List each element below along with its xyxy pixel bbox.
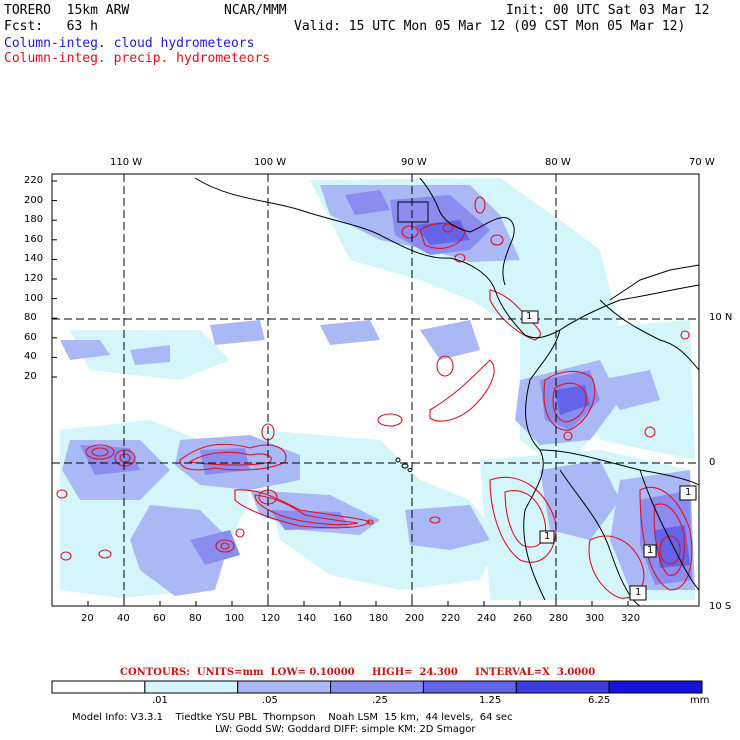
x-tick-label: 220 <box>441 613 461 624</box>
lat-label-10s: 10 S <box>709 601 732 612</box>
cloud-field-title: Column-integ. cloud hydrometeors <box>4 36 255 51</box>
colorbar-label: 6.25 <box>588 695 611 706</box>
lat-label-10n: 10 N <box>709 312 733 323</box>
y-tick-label: 160 <box>24 233 44 245</box>
y-tick-label: 220 <box>24 175 44 186</box>
y-tick-label: 140 <box>24 253 44 265</box>
y-tick-label: 20 <box>24 371 37 382</box>
x-tick-label: 240 <box>477 613 497 624</box>
colorbar-label: .25 <box>372 695 388 706</box>
x-tick-label: 80 <box>189 613 202 624</box>
axis-ticks <box>52 180 629 606</box>
colorbar-label: 1.25 <box>479 695 502 706</box>
contour-label: 1 <box>635 587 642 598</box>
y-tick-label: 180 <box>24 214 44 226</box>
colorbar-swatch <box>51 680 146 694</box>
init-time: Init: 00 UTC Sat 03 Mar 12 <box>506 3 710 18</box>
x-tick-label: 260 <box>513 613 533 624</box>
colorbar-unit: mm <box>690 695 710 706</box>
graticule <box>52 174 699 606</box>
contour-label-boxes <box>521 310 697 601</box>
lon-label-110w: 110 W <box>110 157 143 168</box>
x-tick-label: 140 <box>297 613 317 624</box>
contour-info: CONTOURS: UNITS=mm LOW= 0.10000 HIGH= 24… <box>120 667 596 678</box>
colorbar-label: .01 <box>152 695 168 706</box>
lon-label-100w: 100 W <box>254 157 287 168</box>
x-tick-label: 20 <box>81 613 94 624</box>
model-title: TORERO 15km ARW <box>4 3 130 18</box>
contour-label: 1 <box>544 531 551 542</box>
x-tick-label: 180 <box>369 613 389 624</box>
x-tick-label: 60 <box>153 613 166 624</box>
contour-label: 1 <box>647 545 654 556</box>
lon-label-70w: 70 W <box>689 157 715 168</box>
colorbar-swatch <box>237 680 332 694</box>
y-tick-label: 100 <box>24 292 44 304</box>
valid-time: Valid: 15 UTC Mon 05 Mar 12 (09 CST Mon … <box>294 19 686 34</box>
colorbar <box>51 680 703 694</box>
x-tick-label: 320 <box>621 613 641 624</box>
center-label: NCAR/MMM <box>224 3 287 18</box>
colorbar-swatch <box>422 680 517 694</box>
y-tick-label: 120 <box>24 273 44 284</box>
y-tick-label: 40 <box>24 351 37 363</box>
x-tick-label: 300 <box>585 613 605 624</box>
colorbar-swatch <box>144 680 239 694</box>
colorbar-swatch <box>330 680 424 694</box>
colorbar-label: .05 <box>262 695 278 706</box>
model-info: Model Info: V3.3.1 Tiedtke YSU PBL Thomp… <box>72 712 513 723</box>
lon-label-90w: 90 W <box>401 157 427 168</box>
lat-label-0: 0 <box>709 457 716 468</box>
x-tick-label: 100 <box>225 613 245 624</box>
x-tick-label: 120 <box>261 613 281 624</box>
forecast-hour: Fcst: 63 h <box>4 19 98 34</box>
x-tick-label: 160 <box>333 613 353 624</box>
x-tick-label: 280 <box>549 613 569 624</box>
lon-label-80w: 80 W <box>545 157 571 168</box>
contour-label: 1 <box>685 487 692 498</box>
y-tick-label: 200 <box>24 194 44 206</box>
y-tick-label: 80 <box>24 312 37 324</box>
colorbar-swatch <box>608 680 703 694</box>
physics-info: LW: Godd SW: Goddard DIFF: simple KM: 2D… <box>215 724 476 735</box>
y-tick-label: 60 <box>24 331 37 343</box>
x-tick-label: 200 <box>405 613 425 624</box>
colorbar-swatch <box>515 680 610 694</box>
x-tick-label: 40 <box>117 613 130 624</box>
precip-field-title: Column-integ. precip. hydrometeors <box>4 51 271 66</box>
contour-label: 1 <box>526 311 533 322</box>
